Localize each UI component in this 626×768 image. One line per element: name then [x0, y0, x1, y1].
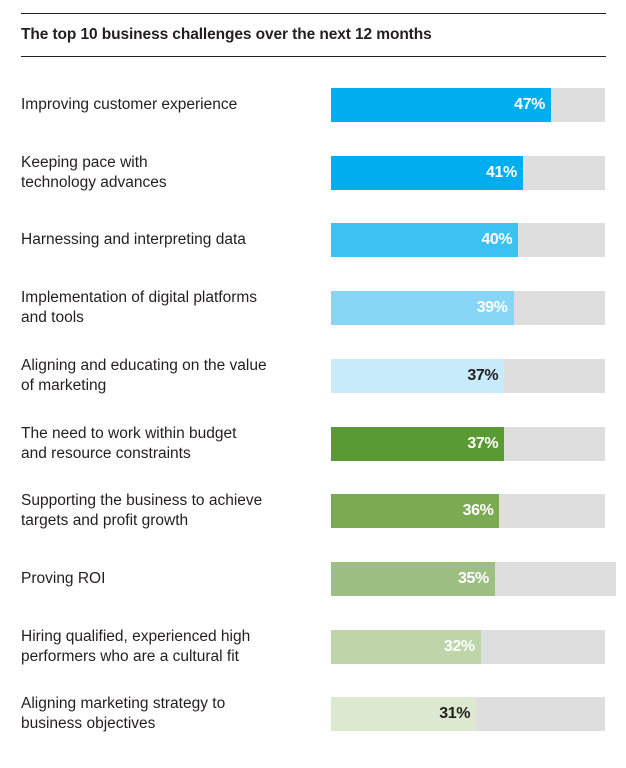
category-label-line: Harnessing and interpreting data — [21, 231, 246, 249]
category-label-line: Implementation of digital platforms — [21, 289, 258, 307]
value-label: 37% — [467, 366, 499, 384]
value-label: 32% — [443, 637, 475, 655]
bar-track: 36% — [331, 494, 605, 529]
value-label: 47% — [514, 96, 545, 113]
category-label-line: and tools — [21, 309, 84, 327]
bar-track: 41% — [331, 155, 605, 190]
top-rule — [21, 13, 606, 14]
category-label-line: business objectives — [21, 715, 156, 733]
bar: 47% — [331, 88, 551, 122]
category-label: Proving ROI — [21, 569, 321, 589]
category-label-line: Improving customer experience — [21, 96, 238, 113]
bar-track: 37% — [331, 426, 605, 461]
bar: 39% — [331, 291, 514, 326]
category-label-line: technology advances — [21, 173, 167, 191]
category-label: Improving customer experience — [21, 95, 321, 115]
value-label: 37% — [467, 434, 499, 452]
category-label: Harnessing and interpreting data — [21, 230, 321, 250]
bar: 36% — [331, 494, 500, 529]
bar: 37% — [331, 426, 505, 461]
bar: 40% — [331, 223, 519, 258]
bar: 35% — [331, 561, 495, 596]
category-label: Aligning and educating on the value of ma… — [21, 356, 321, 396]
bar-track: 39% — [331, 291, 605, 326]
bar: 31% — [331, 697, 477, 732]
value-label: 40% — [481, 231, 513, 249]
category-label: Keeping pace with technology advances — [21, 153, 321, 193]
bar-track: 40% — [331, 223, 605, 258]
bar: 41% — [331, 155, 523, 190]
bar-track: 31% — [331, 697, 605, 732]
value-label: 31% — [439, 705, 471, 723]
category-label-line: Supporting the business to achieve — [21, 492, 263, 510]
bar-track: 47% — [331, 88, 605, 122]
value-label: 41% — [486, 163, 517, 181]
category-label-line: targets and profit growth — [21, 512, 189, 530]
category-label-line: Keeping pace with — [21, 153, 148, 171]
value-label: 39% — [476, 299, 508, 317]
category-label: Hiring qualified, experienced high perfor… — [21, 627, 321, 667]
bar: 37% — [331, 358, 505, 393]
value-label: 35% — [457, 569, 489, 587]
category-label: The need to work within budget and resour… — [21, 424, 321, 464]
bar-track: 32% — [331, 629, 605, 664]
category-label-line: and resource constraints — [21, 444, 191, 462]
category-label: Supporting the business to achieve target… — [21, 491, 321, 531]
category-label-line: Hiring qualified, experienced high — [21, 627, 251, 645]
category-label-line: Aligning marketing strategy to — [21, 695, 226, 713]
category-label-line: Proving ROI — [21, 569, 106, 587]
category-label-line: of marketing — [21, 376, 107, 394]
category-label: Implementation of digital platforms and t… — [21, 288, 321, 328]
bar: 32% — [331, 629, 481, 664]
bar-track: 37% — [331, 358, 605, 393]
chart-title: The top 10 business challenges over the … — [21, 26, 432, 43]
category-label: Aligning marketing strategy to business o… — [21, 694, 321, 734]
value-label: 36% — [462, 502, 494, 520]
category-label-line: performers who are a cultural fit — [21, 647, 239, 665]
title-rule — [21, 56, 606, 57]
category-label-line: Aligning and educating on the value — [21, 356, 267, 374]
bar-track: 35% — [331, 561, 616, 596]
category-label-line: The need to work within budget — [21, 424, 237, 442]
